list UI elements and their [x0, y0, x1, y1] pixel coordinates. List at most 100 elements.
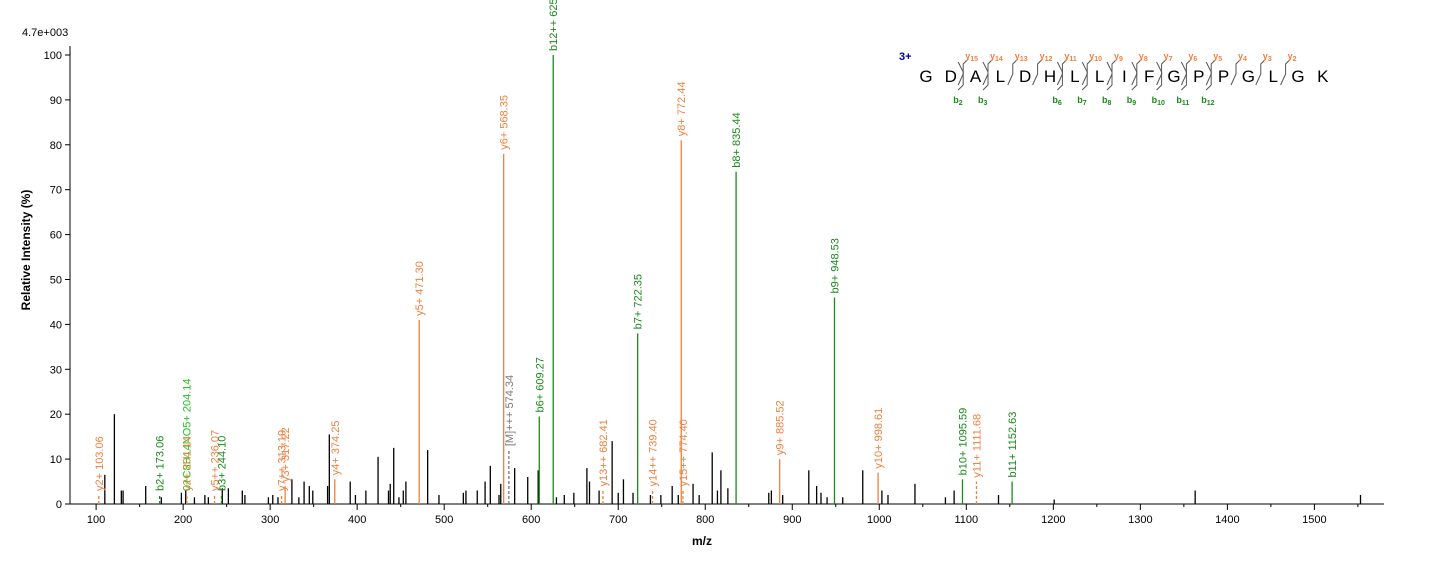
y-ion-cleavage-mark [1056, 58, 1068, 86]
peak-label: y3+ 317.22 [280, 427, 292, 482]
b-ion-cleavage-mark [1106, 61, 1113, 91]
x-tick-label: 200 [174, 514, 192, 526]
sequence-residue: P [1193, 67, 1204, 86]
x-tick-label: 1200 [1041, 514, 1065, 526]
y-ion-label: y14 [990, 51, 1003, 63]
charge-state-label: 3+ [899, 51, 912, 63]
sequence-residue: L [1268, 67, 1277, 86]
y-tick-label: 50 [50, 274, 62, 286]
b-ion-cleavage-mark [1205, 61, 1212, 91]
y-ion-cleavage-mark [1280, 58, 1291, 86]
sequence-residue: L [996, 67, 1005, 86]
peak-label: y2+ 103.06 [94, 436, 106, 491]
sequence-residue: D [1019, 67, 1031, 86]
y-ion-cleavage-mark [982, 58, 994, 86]
sequence-residue: K [1317, 67, 1329, 86]
sequence-residue: D [945, 67, 957, 86]
b-ion-label: b8 [1102, 95, 1112, 107]
y-ion-label: y4 [1238, 51, 1247, 63]
peak-label: b3+ 244.10 [217, 436, 229, 491]
y-ion-label: y10 [1089, 51, 1102, 63]
y-tick-label: 20 [50, 409, 62, 421]
b-ion-cleavage-mark [1081, 61, 1088, 91]
sequence-residue: G [1291, 67, 1304, 86]
y-ion-label: y2 [1288, 51, 1297, 63]
sequence-residue: G [1242, 67, 1255, 86]
x-tick-label: 500 [435, 514, 453, 526]
y-tick-label: 80 [50, 140, 62, 152]
peak-label: y7++ 313.19 [277, 430, 289, 491]
x-tick-label: 400 [348, 514, 366, 526]
y-ion-cleavage-mark [1180, 58, 1192, 86]
unassigned-peaks [104, 414, 1362, 504]
x-tick-label: 800 [696, 514, 714, 526]
y-ion-label: y9 [1114, 51, 1123, 63]
y-tick-label: 70 [50, 185, 62, 197]
y-tick-label: 30 [50, 364, 62, 376]
peak-label: y6+ 568.35 [499, 95, 511, 150]
y-ion-cleavage-mark [1007, 58, 1019, 86]
peak-label: y10+ 998.61 [873, 408, 885, 469]
y-ion-label: y13 [1015, 51, 1028, 63]
x-tick-label: 100 [87, 514, 105, 526]
x-tick-label: 1400 [1215, 514, 1239, 526]
y-ion-cleavage-mark [957, 58, 969, 86]
b-ion-cleavage-mark [1131, 61, 1138, 91]
sequence-residue: P [1218, 67, 1229, 86]
y-ion-cleavage-mark [1230, 58, 1242, 86]
peak-label: b7+ 722.35 [633, 274, 645, 329]
sequence-residue: F [1144, 67, 1154, 86]
b-ion-label: b2 [953, 95, 963, 107]
b-ion-label: b12 [1201, 95, 1214, 107]
y-ion-cleavage-mark [1205, 58, 1217, 86]
b-ion-label: b6 [1052, 95, 1062, 107]
sequence-residue: H [1044, 67, 1056, 86]
peak-label: 0+C8H14NO5+ 204.14 [182, 378, 194, 491]
y-tick-label: 10 [50, 454, 62, 466]
x-tick-label: 900 [783, 514, 801, 526]
y-ion-cleavage-mark [1106, 58, 1118, 86]
b-ion-cleavage-mark [1180, 61, 1187, 91]
peak-label: b6+ 609.27 [534, 357, 546, 412]
peak-label: b9+ 948.53 [829, 238, 841, 293]
peak-label: y4+ 374.25 [330, 421, 342, 476]
x-tick-label: 300 [261, 514, 279, 526]
b-ion-label: b3 [978, 95, 988, 107]
peak-label: y8+ 772.44 [676, 82, 688, 137]
y-ion-cleavage-mark [1081, 58, 1093, 86]
b-ion-cleavage-mark [957, 61, 964, 91]
b-ion-cleavage-mark [982, 61, 989, 91]
y-tick-label: 90 [50, 95, 62, 107]
b-ion-cleavage-mark [1056, 61, 1063, 91]
peak-label: y15++ 774.40 [678, 419, 690, 486]
peak-label: b2+ 173.06 [155, 436, 167, 491]
y-ion-label: y8 [1139, 51, 1148, 63]
x-tick-label: 600 [522, 514, 540, 526]
x-tick-label: 1000 [867, 514, 891, 526]
peak-label: y5+ 471.30 [414, 261, 426, 316]
b-ion-label: b10 [1152, 95, 1165, 107]
y-ion-label: y15 [965, 51, 978, 63]
x-tick-label: 1500 [1302, 514, 1326, 526]
peak-label: b10+ 1095.59 [957, 408, 969, 476]
peak-label: b12++ 625.30 [548, 0, 560, 51]
y-tick-label: 40 [50, 319, 62, 331]
y-ion-cleavage-mark [1032, 58, 1043, 86]
x-tick-label: 700 [609, 514, 627, 526]
peak-label: y2+ 204.14 [182, 436, 194, 491]
y-tick-label: 0 [56, 499, 62, 511]
y-axis-title: Relative Intensity (%) [19, 190, 33, 311]
y-tick-label: 60 [50, 230, 62, 242]
peak-label: b8+ 835.44 [731, 112, 743, 167]
y-ion-label: y12 [1040, 51, 1053, 63]
sequence-residue: I [1122, 67, 1127, 86]
peak-label: y14++ 739.40 [648, 419, 660, 486]
peak-label: y11+ 1111.68 [971, 414, 983, 478]
sequence-residue: G [919, 67, 932, 86]
b-ion-label: b9 [1127, 95, 1137, 107]
y-ion-label: y3 [1263, 51, 1272, 63]
annotated-peaks: y2+ 103.06 b2+ 173.06 0+C8H14NO5+ 204.14y2… [94, 0, 1019, 504]
y-tick-label: 100 [44, 50, 62, 62]
